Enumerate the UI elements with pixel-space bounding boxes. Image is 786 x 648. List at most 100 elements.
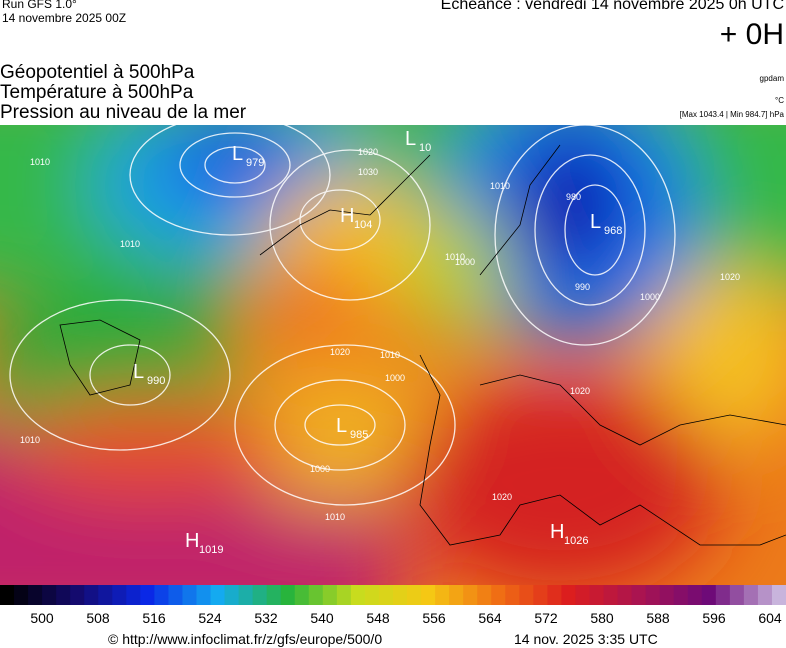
center-value: 1026 [564,535,588,547]
legend-label: 604 [758,610,782,626]
isobar-label: 1020 [330,347,350,357]
unit: °C [775,96,784,105]
legend-swatch [715,585,731,605]
legend-swatch [98,585,113,605]
legend-label: 524 [198,610,222,626]
legend-swatch [266,585,282,605]
legend-swatch [112,585,127,605]
isobar-label: 1030 [358,167,378,177]
legend-swatch [673,585,689,605]
center-value: 979 [246,157,264,169]
legend-label: 588 [646,610,670,626]
center-type: L [590,211,601,233]
center-type: H [550,521,564,543]
legend-swatch [210,585,226,605]
legend-swatch [505,585,520,605]
legend-swatch [168,585,183,605]
legend-swatch [294,585,310,605]
legend-swatch [238,585,254,605]
legend-swatch [757,585,773,605]
isobar-label: 1020 [570,386,590,396]
legend-label: 556 [422,610,446,626]
legend-swatch [631,585,647,605]
center-value: 968 [604,225,622,237]
legend-swatch [491,585,506,605]
legend: 500 508 516 524 532 540 548 556 564 572 580 588 596 6… [0,585,786,626]
isobar-label: 1020 [358,147,378,157]
legend-label: 572 [534,610,558,626]
legend-swatch [322,585,338,605]
legend-label: 516 [142,610,166,626]
isobar-label: 1000 [310,464,330,474]
center-value: 10 [419,142,431,154]
center-type: L [336,415,347,437]
legend-swatch [0,585,15,605]
legend-swatch [126,585,141,605]
center-type: H [185,530,199,552]
unit: gpdam [759,74,784,83]
legend-swatch [519,585,534,605]
legend-swatch [280,585,296,605]
legend-swatch [561,585,576,605]
center-value: 104 [354,219,372,231]
legend-swatch [435,585,450,605]
legend-swatch [743,585,759,605]
isobar-label: 1010 [30,157,50,167]
isobar-label: 1020 [492,492,512,502]
unit: [Max 1043.4 | Min 984.7] hPa [679,110,784,119]
legend-swatch [336,585,352,605]
legend-label: 548 [366,610,390,626]
legend-swatch [533,585,548,605]
legend-swatch [575,585,590,605]
isobar-label: 1000 [385,373,405,383]
isobar-label: 1000 [640,292,660,302]
isobar-label: 1010 [490,181,510,191]
isobar-label: 1010 [120,239,140,249]
center-value: 990 [147,375,165,387]
isobar-label: 990 [575,282,590,292]
center-value: 985 [350,429,368,441]
legend-swatch [729,585,745,605]
legend-label: 580 [590,610,614,626]
center-type: H [340,205,354,227]
title: Pression au niveau de la mer [0,102,247,123]
legend-swatch [364,585,380,605]
legend-swatch [182,585,197,605]
legend-swatch [154,585,169,605]
legend-swatch [308,585,324,605]
isobar-label: 1020 [720,272,740,282]
legend-swatch [28,585,43,605]
legend-swatch [771,585,786,605]
legend-label: 508 [86,610,110,626]
isobar-label: 1000 [455,257,475,267]
title: Géopotentiel à 500hPa [0,62,195,83]
legend-swatch [224,585,240,605]
legend-label: 596 [702,610,726,626]
legend-swatch [42,585,57,605]
legend-swatch [84,585,99,605]
legend-swatch [547,585,562,605]
legend-swatch [350,585,366,605]
legend-swatch [701,585,717,605]
footer-url: © http://www.infoclimat.fr/z/gfs/europe/… [108,631,383,647]
run-date: 14 novembre 2025 00Z [2,11,127,25]
legend-label: 540 [310,610,334,626]
legend-swatch [603,585,619,605]
legend-swatch [449,585,464,605]
legend-swatch [378,585,394,605]
legend-swatch [589,585,605,605]
legend-swatch [617,585,633,605]
legend-swatch [659,585,675,605]
title: Température à 500hPa [0,82,194,103]
isobar-label: 1010 [380,350,400,360]
legend-swatch [407,585,422,605]
legend-swatch [421,585,436,605]
isobar-label: 1010 [445,252,465,262]
legend-label: 564 [478,610,502,626]
legend-swatch [393,585,408,605]
legend-label: 532 [254,610,278,626]
isobar-label: 980 [566,192,581,202]
legend-swatch [196,585,212,605]
legend-swatch [477,585,492,605]
legend-swatch [14,585,29,605]
